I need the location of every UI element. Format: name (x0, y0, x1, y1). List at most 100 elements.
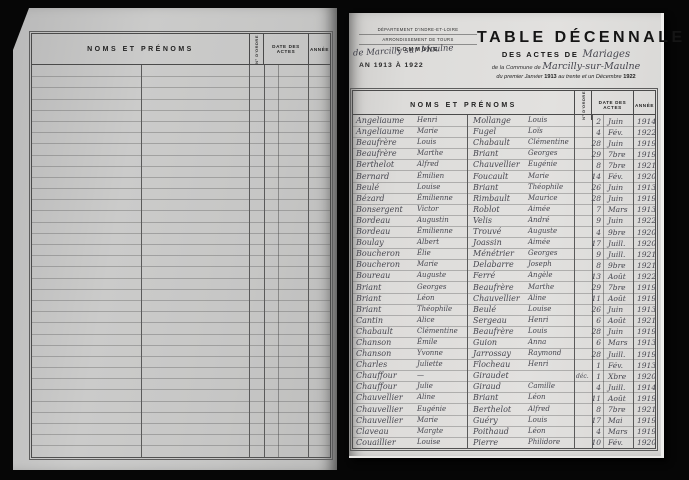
act-year: 1919 (637, 149, 657, 159)
cell-spouse: Chauvellier Aline (467, 292, 574, 305)
cell-month: 7bre (603, 148, 633, 161)
cell-spouse: Velis André (467, 214, 574, 227)
entry-surname: Briant (356, 282, 382, 292)
left-header-annee: ANNÉE (308, 34, 330, 64)
table-row: Boureau Auguste Ferré Angèle 13 Août 1922 (353, 270, 656, 283)
blank-row (32, 389, 330, 402)
cell-order (574, 248, 592, 261)
act-year: 1914 (637, 116, 657, 126)
entry-surname: Claveau (356, 426, 389, 436)
cell-name: Beaufrère Louis (353, 137, 467, 150)
act-day: 9 (596, 249, 601, 259)
cell-year: 1913 (633, 303, 657, 316)
entry-surname: Chanson (356, 337, 392, 347)
entry-firstname: — (417, 371, 424, 380)
table-row: Chauvellier Marie Guéry Louis 17 Mai 1919 (353, 414, 656, 427)
cell-name: Bernard Émilien (353, 170, 467, 183)
cell-spouse: Flocheau Henri (467, 359, 574, 372)
act-month: Juin (608, 305, 624, 315)
cell-spouse: Fugel Loïs (467, 126, 574, 139)
act-year: 1920 (637, 371, 657, 381)
order-note: déc. (576, 373, 589, 381)
blank-row (32, 434, 330, 447)
act-year: 1913 (637, 338, 657, 348)
cell-month: Juin (603, 214, 633, 227)
entry-firstname: Aline (417, 393, 436, 402)
right-header-ordre: N° D'ORDRE (574, 91, 592, 120)
blank-row (32, 176, 330, 190)
blank-row (32, 199, 330, 212)
act-month: Août (608, 316, 626, 326)
act-year: 1921 (637, 316, 657, 326)
entry-firstname: Marie (417, 415, 439, 424)
table-row: Chauvellier Aline Briant Léon 11 Août 1919 (353, 392, 656, 405)
cell-name: Boucheron Élie (353, 248, 467, 261)
spouse-firstname: Henri (528, 360, 549, 369)
cell-name: Charles Juliette (353, 359, 467, 372)
entry-surname: Bordeau (356, 227, 391, 237)
cell-year: 1919 (633, 325, 656, 338)
entry-surname: Bordeau (356, 215, 391, 225)
act-year: 1919 (637, 283, 657, 292)
table-row: Chanson Émile Guion Anna 6 Mars 1913 (353, 336, 657, 349)
entry-firstname: Émile (417, 337, 438, 346)
cell-order (574, 292, 592, 305)
entry-surname: Boucheron (356, 260, 401, 270)
cell-spouse: Ménétrier Georges (467, 248, 574, 261)
entry-surname: Bonsergent (356, 204, 403, 214)
blank-row (32, 322, 330, 335)
spouse-firstname: Louis (528, 116, 548, 125)
cell-name: Chauffour Julie (353, 381, 467, 394)
blank-row (32, 154, 330, 167)
act-month: Fév. (608, 360, 623, 370)
cell-year: 1919 (633, 281, 657, 294)
act-month: Juill. (608, 349, 626, 359)
act-year: 1913 (637, 305, 657, 315)
act-month: Juin (608, 194, 624, 204)
cell-month: Juill. (603, 381, 633, 394)
spouse-firstname: Aimée (528, 204, 551, 213)
spouse-firstname: Louis (528, 326, 548, 335)
entry-firstname: Victor (417, 204, 439, 213)
act-day: 1 (596, 360, 601, 370)
cell-spouse: Trouvé Auguste (467, 225, 574, 239)
table-row: Chauvellier Eugénie Berthelot Alfred 8 7bre 19… (353, 403, 656, 416)
spouse-surname: Beaufrère (473, 326, 514, 336)
cell-spouse: Jarrossay Raymond (467, 347, 574, 361)
spouse-surname: Briant (473, 393, 499, 403)
cell-order (574, 170, 592, 183)
entry-surname: Beaufrère (356, 138, 397, 148)
act-day: 28 (591, 138, 601, 148)
cell-year: 1914 (633, 381, 656, 394)
cell-month: Mars (603, 336, 633, 349)
cell-year: 1921 (633, 314, 657, 327)
cell-month: Fév. (603, 359, 633, 372)
entry-firstname: Juliette (417, 360, 443, 369)
spouse-surname: Rimbault (473, 193, 510, 203)
cell-order (574, 181, 592, 194)
entry-firstname: Margte (417, 426, 444, 435)
cell-month: Juin (603, 137, 633, 150)
entry-surname: Bernard (356, 171, 390, 181)
cell-spouse: Giraud Camille (467, 381, 574, 394)
act-month: Juill. (608, 238, 626, 248)
entry-surname: Chauvellier (356, 404, 403, 414)
cell-year: 1919 (633, 414, 656, 427)
cell-month: Juin (603, 181, 633, 194)
blank-row (32, 210, 330, 223)
cell-month: Fév. (603, 170, 633, 183)
act-year: 1919 (637, 294, 657, 304)
spouse-surname: Briant (473, 182, 499, 192)
cell-day: 8 (592, 259, 603, 272)
spouse-surname: Giraudet (473, 371, 509, 381)
cell-day: 4 (592, 425, 603, 438)
cell-month: 9bre (603, 225, 633, 239)
spouse-firstname: Louis (528, 415, 548, 424)
cell-month: Xbre (603, 370, 633, 383)
cell-year: 1922 (633, 270, 656, 283)
title-line2-handwritten: Mariages (582, 49, 631, 60)
cell-year: 1919 (633, 148, 657, 161)
cell-month: 7bre (603, 403, 633, 416)
left-table: NOMS ET PRÉNOMS N° D'ORDRE DATE DES ACTE… (29, 31, 333, 460)
cell-order (574, 425, 592, 438)
